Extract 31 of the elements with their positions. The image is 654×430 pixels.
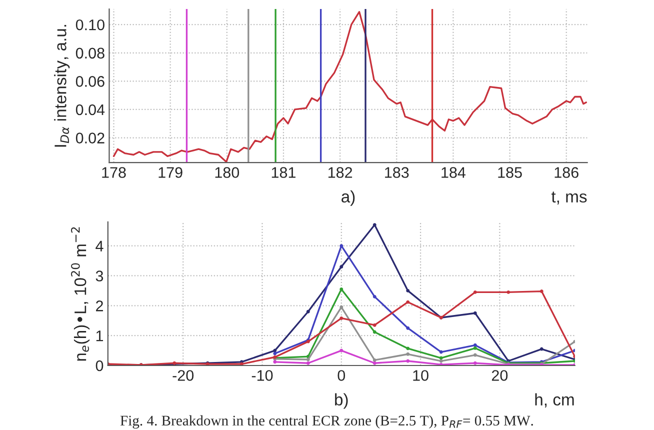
x-tick-label: 10	[413, 370, 428, 381]
x-tick-label: 0	[338, 370, 346, 381]
x-tick-label: 186	[554, 167, 578, 178]
x-tick-label: 181	[272, 167, 296, 178]
text: b)	[335, 393, 348, 409]
x-axis-title: t, ms	[551, 192, 587, 205]
text: a)	[342, 190, 355, 206]
x-axis-title: h, cm	[535, 393, 574, 408]
x-tick-label: 182	[328, 167, 352, 178]
y-tick-label: 4	[96, 240, 104, 252]
x-tick-label: 180	[215, 167, 240, 178]
y-tick-label: 3	[96, 270, 104, 282]
x-tick-label: 185	[498, 167, 522, 178]
x-tick-label: 184	[442, 167, 466, 178]
y-tick-label: 1	[96, 330, 103, 342]
y-axis-title: I$_{Dα}$ intensity, a.u.	[54, 24, 70, 147]
x-tick-label: 178	[102, 167, 126, 178]
caption: Fig. 4. Breakdown in the central ECR zone (B=2.5 T), P$_{RF}$= 0.55 MW.	[120, 415, 533, 429]
y-tick-label: 0.08	[76, 48, 104, 59]
y-tick-label: 0	[96, 360, 104, 372]
y-tick-label: 2	[96, 300, 103, 312]
y-tick-label: 0.04	[76, 104, 105, 116]
y-tick-label: 0.02	[76, 132, 104, 144]
x-tick-label: 20	[492, 370, 508, 381]
x-tick-label: -20	[172, 370, 194, 381]
y-tick-label: 0.10	[76, 19, 104, 30]
y-tick-label: 0.06	[76, 76, 104, 87]
x-tick-label: -10	[252, 370, 273, 381]
x-tick-label: 183	[385, 167, 409, 178]
y-axis-title: n$_{e}$(h)•L, 10$^{20}$ m$^{−2}$	[71, 227, 90, 361]
x-tick-label: 179	[158, 167, 182, 178]
